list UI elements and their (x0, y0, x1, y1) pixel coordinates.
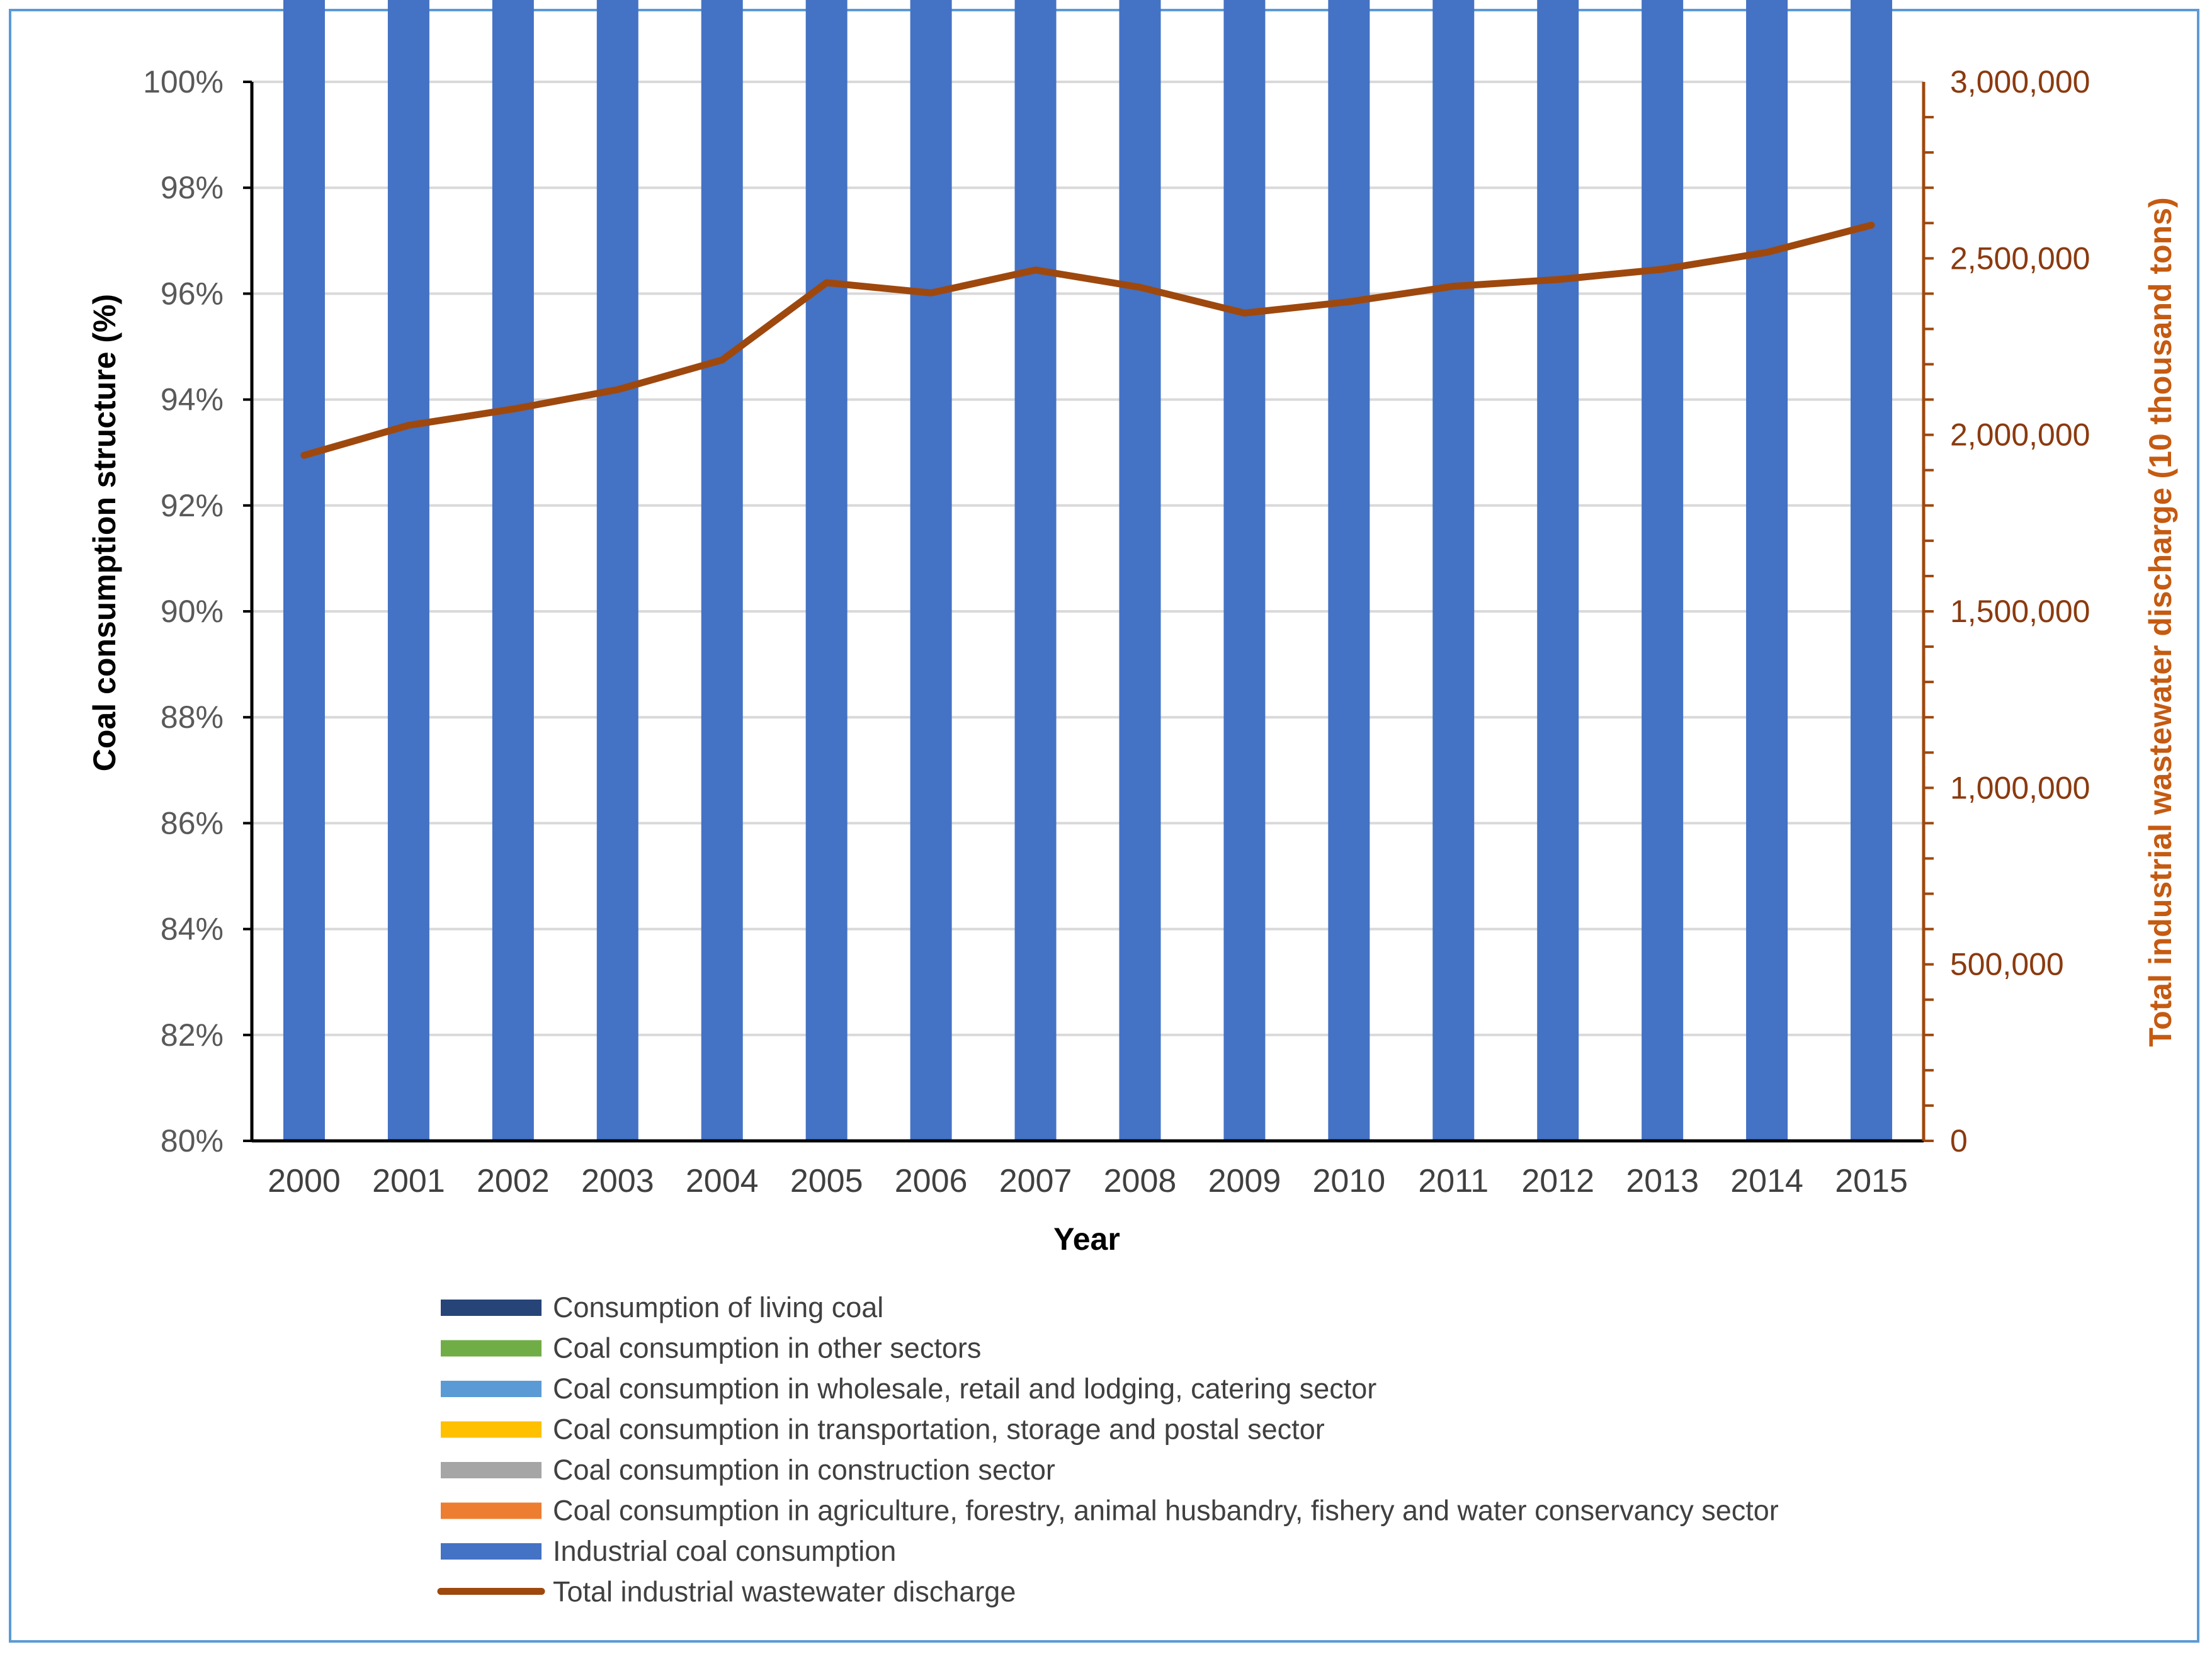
bar-segment (910, 0, 952, 1141)
axes (243, 81, 1934, 1143)
x-tick-label: 2004 (686, 1163, 759, 1199)
legend-swatch (441, 1462, 542, 1478)
legend-label: Consumption of living coal (553, 1291, 883, 1323)
bar-segment (1223, 0, 1266, 1141)
y-tick-label: 94% (161, 382, 224, 417)
legend-swatch (441, 1502, 542, 1519)
legend-label: Total industrial wastewater discharge (553, 1576, 1016, 1608)
y-tick-label: 88% (161, 700, 224, 735)
legend-label: Coal consumption in transportation, stor… (553, 1413, 1325, 1446)
legend: Consumption of living coal Coal consumpti… (437, 1291, 1779, 1608)
bar-segment (1014, 0, 1057, 1141)
x-tick-label: 2012 (1521, 1163, 1594, 1199)
y2-tick-label: 1,500,000 (1950, 594, 2090, 629)
bar-segment (596, 0, 638, 1141)
y2-tick-label: 2,000,000 (1950, 417, 2090, 453)
x-tick-label: 2000 (268, 1163, 341, 1199)
y-tick-label: 92% (161, 488, 224, 523)
wastewater-series-line (300, 222, 1875, 459)
x-tick-label: 2008 (1104, 1163, 1177, 1199)
legend-label: Coal consumption in construction sector (553, 1454, 1055, 1486)
bar-segment (387, 0, 429, 1141)
bar-segment (1537, 0, 1579, 1141)
bar-segment (1328, 0, 1370, 1141)
x-tick-label: 2009 (1208, 1163, 1281, 1199)
bar-segment (1642, 0, 1684, 1141)
legend-swatch (441, 1543, 542, 1560)
chart-frame (9, 9, 2199, 1643)
x-tick-label: 2003 (581, 1163, 654, 1199)
bar-segment (283, 0, 325, 1141)
y2-axis-title: Total industrial wastewater discharge (1… (2143, 197, 2178, 1046)
x-tick-label: 2006 (895, 1163, 968, 1199)
legend-label: Coal consumption in wholesale, retail an… (553, 1373, 1376, 1405)
bar-segment (492, 0, 534, 1141)
x-tick-label: 2005 (790, 1163, 863, 1199)
x-tick-label: 2015 (1835, 1163, 1908, 1199)
x-tick-label: 2007 (999, 1163, 1072, 1199)
legend-swatch (441, 1381, 542, 1397)
y-axis-title: Coal consumption structure (%) (87, 294, 122, 771)
y2-tick-label: 2,500,000 (1950, 241, 2090, 276)
y-tick-label: 80% (161, 1123, 224, 1158)
y-tick-label: 82% (161, 1017, 224, 1053)
x-tick-label: 2001 (372, 1163, 445, 1199)
y-tick-label: 100% (143, 64, 224, 99)
x-axis-title: Year (1053, 1221, 1120, 1257)
legend-label: Coal consumption in agriculture, forestr… (553, 1495, 1779, 1527)
y-tick-label: 84% (161, 912, 224, 947)
x-tick-label: 2010 (1313, 1163, 1386, 1199)
bar-segment (1851, 0, 1893, 1141)
y-tick-label: 90% (161, 594, 224, 629)
y-tick-label: 86% (161, 805, 224, 841)
tick-labels: 80% 82% 84% 86% 88% 90% 92% 94% 96% 98% 100% 0 500,0… (143, 64, 2090, 1199)
x-tick-label: 2002 (477, 1163, 550, 1199)
y-tick-label: 96% (161, 276, 224, 311)
x-tick-label: 2014 (1730, 1163, 1803, 1199)
y2-tick-label: 1,000,000 (1950, 770, 2090, 805)
y2-tick-label: 500,000 (1950, 947, 2064, 982)
legend-swatch (441, 1340, 542, 1357)
legend-label: Industrial coal consumption (553, 1535, 896, 1567)
bar-segment (701, 0, 743, 1141)
bar-segment (1432, 0, 1475, 1141)
x-tick-label: 2011 (1418, 1163, 1489, 1199)
legend-label: Coal consumption in other sectors (553, 1332, 981, 1364)
y2-tick-label: 3,000,000 (1950, 64, 2090, 99)
y-tick-label: 98% (161, 170, 224, 205)
wastewater-line (300, 222, 1875, 459)
legend-swatch (441, 1300, 542, 1316)
x-tick-label: 2013 (1626, 1163, 1699, 1199)
bar-segment (1746, 0, 1788, 1141)
bar-segment (805, 0, 848, 1141)
stacked-bars (283, 0, 1893, 1141)
bar-segment (1119, 0, 1161, 1141)
y2-tick-label: 0 (1950, 1123, 1968, 1158)
legend-swatch (441, 1421, 542, 1438)
